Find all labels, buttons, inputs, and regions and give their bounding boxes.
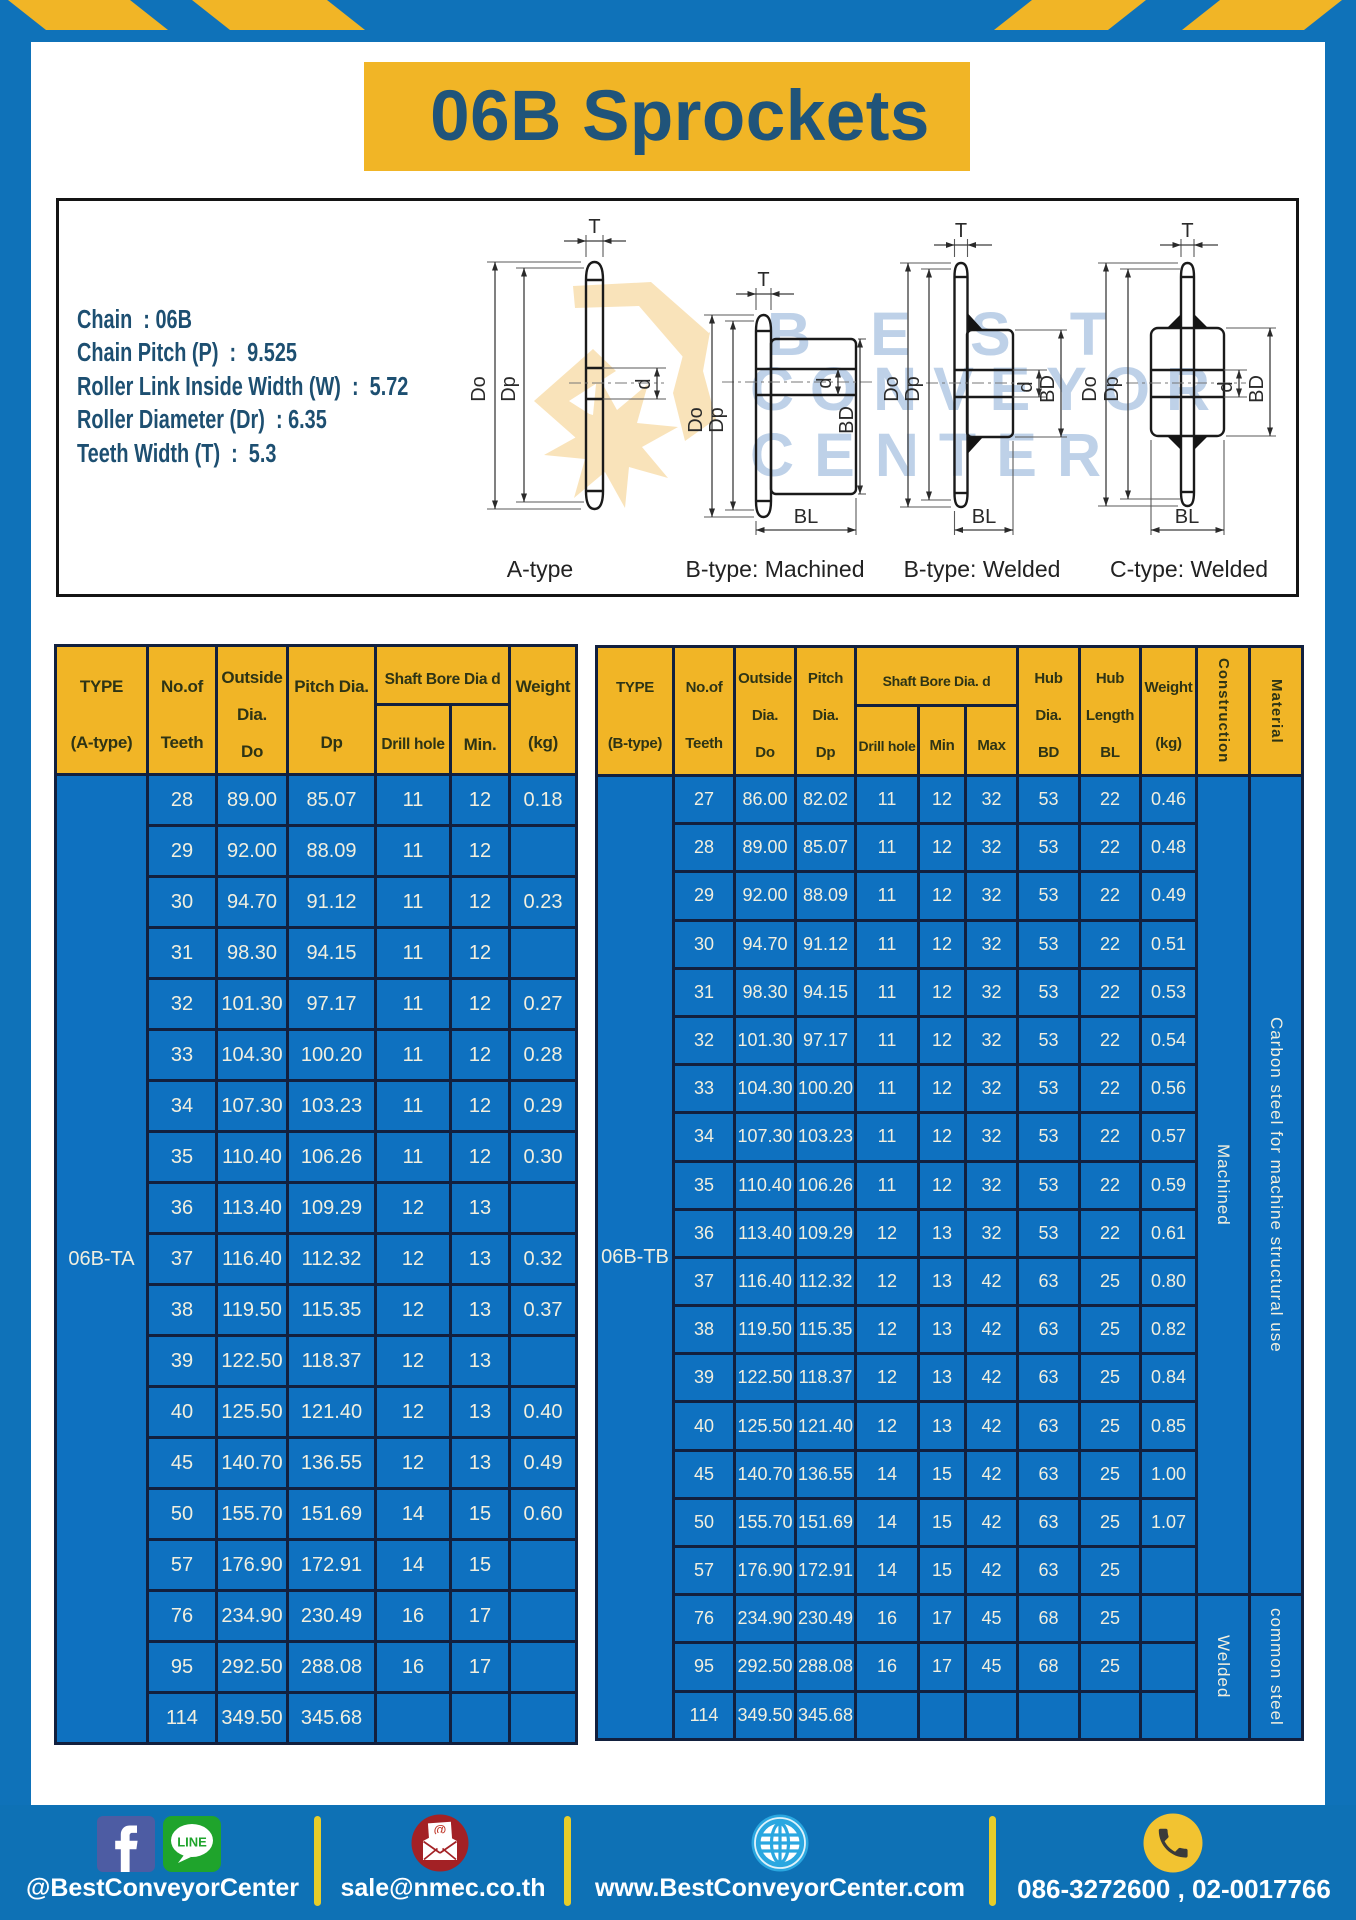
svg-text:BD: BD (1037, 375, 1059, 403)
svg-text:A-type: A-type (507, 556, 573, 582)
svg-text:Dp: Dp (902, 376, 924, 402)
svg-text:BD: BD (1246, 375, 1268, 403)
svg-text:B-type: Machined: B-type: Machined (686, 556, 865, 582)
svg-text:CENTER: CENTER (750, 421, 1101, 489)
svg-text:d: d (633, 378, 655, 389)
svg-text:Dp: Dp (498, 376, 520, 402)
svg-text:BD: BD (836, 406, 858, 434)
svg-text:BL: BL (794, 506, 818, 528)
svg-text:T: T (1181, 220, 1193, 242)
svg-text:BL: BL (1175, 506, 1199, 528)
svg-text:Do: Do (1079, 376, 1101, 402)
svg-text:LINE: LINE (177, 1835, 207, 1850)
svg-text:d: d (1015, 381, 1037, 392)
svg-text:C-type: Welded: C-type: Welded (1110, 556, 1268, 582)
svg-text:@: @ (434, 1822, 447, 1837)
svg-text:Do: Do (468, 376, 490, 402)
svg-text:Dp: Dp (706, 407, 728, 433)
svg-text:Dp: Dp (1101, 376, 1123, 402)
svg-text:T: T (757, 269, 769, 291)
svg-text:T: T (955, 220, 967, 242)
svg-text:B-type: Welded: B-type: Welded (904, 556, 1061, 582)
svg-text:d: d (1215, 381, 1237, 392)
svg-text:d: d (814, 377, 836, 388)
svg-text:Do: Do (685, 407, 707, 433)
svg-text:BL: BL (972, 506, 996, 528)
svg-text:Do: Do (881, 376, 903, 402)
svg-text:T: T (588, 216, 600, 238)
